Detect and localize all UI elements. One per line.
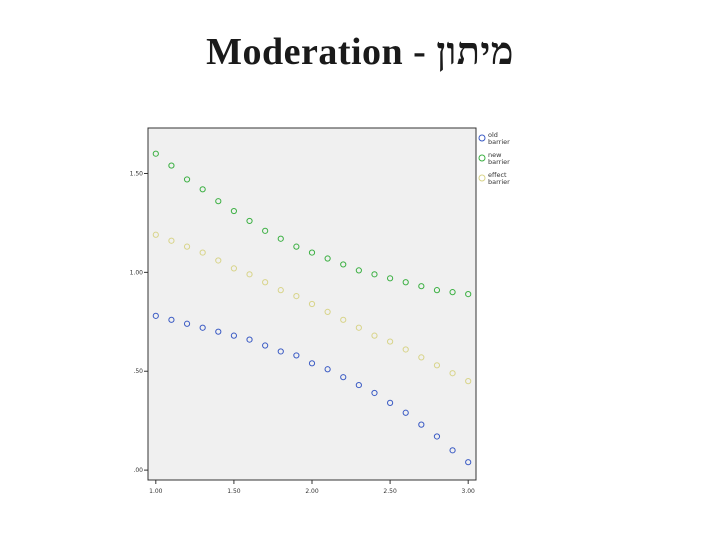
- slide-title: Moderation - מיתון: [206, 31, 514, 73]
- data-point-old-barrier: [293, 352, 300, 359]
- y-tick-label: .50: [133, 368, 143, 375]
- y-tick-label: .00: [133, 467, 143, 474]
- data-point-old-barrier: [355, 381, 362, 389]
- data-point-new-barrier: [371, 271, 378, 278]
- data-point-old-barrier: [168, 316, 175, 323]
- data-point-effect-barrier: [402, 346, 409, 353]
- data-point-old-barrier: [183, 320, 191, 327]
- data-point-old-barrier: [449, 447, 456, 454]
- legend-label-effect-barrier: effect: [488, 171, 507, 179]
- data-point-effect-barrier: [433, 362, 441, 369]
- legend-label-old-barrier-line2: barrier: [488, 138, 510, 146]
- data-point-old-barrier: [246, 336, 253, 343]
- data-point-effect-barrier: [340, 316, 347, 323]
- data-point-effect-barrier: [449, 370, 456, 377]
- data-point-effect-barrier: [293, 292, 300, 300]
- data-point-old-barrier: [324, 366, 331, 373]
- data-point-old-barrier: [215, 328, 222, 335]
- data-point-new-barrier: [418, 283, 425, 290]
- data-point-effect-barrier: [371, 332, 378, 339]
- data-point-new-barrier: [340, 261, 347, 268]
- data-point-effect-barrier: [262, 279, 269, 286]
- data-point-old-barrier: [340, 374, 347, 381]
- legend-marker-new-barrier: [478, 154, 486, 162]
- data-point-new-barrier: [230, 207, 238, 215]
- legend-marker-effect-barrier: [478, 174, 486, 182]
- data-point-new-barrier: [324, 255, 331, 262]
- data-point-old-barrier: [433, 433, 441, 440]
- data-point-new-barrier: [183, 176, 191, 183]
- data-point-effect-barrier: [183, 243, 191, 250]
- y-tick-label: 1.00: [130, 269, 144, 276]
- data-point-old-barrier: [402, 409, 409, 416]
- data-point-new-barrier: [433, 287, 441, 294]
- data-point-effect-barrier: [386, 338, 394, 345]
- data-point-old-barrier: [199, 324, 206, 331]
- data-point-effect-barrier: [230, 265, 238, 272]
- data-point-new-barrier: [246, 217, 253, 225]
- data-point-new-barrier: [199, 186, 206, 193]
- data-point-new-barrier: [293, 243, 300, 250]
- legend-label-old-barrier: old: [488, 131, 498, 139]
- data-point-new-barrier: [215, 198, 222, 205]
- x-tick-label: 1.50: [227, 488, 241, 495]
- data-point-effect-barrier: [418, 354, 425, 361]
- plot-area: [147, 127, 477, 481]
- x-tick-label: 3.00: [462, 488, 476, 495]
- data-point-effect-barrier: [465, 378, 472, 385]
- data-point-effect-barrier: [277, 287, 284, 294]
- legend-label-new-barrier-line2: barrier: [488, 158, 510, 166]
- data-point-old-barrier: [308, 360, 316, 367]
- data-point-effect-barrier: [324, 308, 331, 316]
- legend-marker-old-barrier: [478, 134, 486, 142]
- data-point-new-barrier: [402, 279, 409, 286]
- data-point-new-barrier: [262, 227, 269, 234]
- data-point-old-barrier: [152, 312, 159, 319]
- data-point-effect-barrier: [168, 237, 175, 244]
- data-point-old-barrier: [230, 332, 238, 339]
- legend-label-new-barrier: new: [488, 151, 502, 159]
- data-point-effect-barrier: [246, 271, 253, 278]
- x-tick-label: 2.00: [305, 488, 319, 495]
- data-point-effect-barrier: [152, 231, 159, 238]
- data-point-new-barrier: [355, 267, 362, 274]
- y-tick-label: 1.50: [130, 170, 144, 177]
- data-point-effect-barrier: [199, 249, 206, 256]
- data-point-old-barrier: [418, 421, 425, 428]
- data-point-new-barrier: [449, 289, 456, 296]
- data-point-old-barrier: [386, 399, 394, 406]
- data-point-old-barrier: [465, 459, 472, 466]
- data-point-new-barrier: [465, 291, 472, 298]
- data-point-effect-barrier: [308, 300, 316, 308]
- x-tick-label: 1.00: [149, 488, 163, 495]
- data-point-new-barrier: [308, 249, 316, 256]
- data-point-effect-barrier: [215, 257, 222, 264]
- legend-label-effect-barrier-line2: barrier: [488, 178, 510, 186]
- data-point-old-barrier: [277, 348, 284, 355]
- x-tick-label: 2.50: [383, 488, 397, 495]
- data-point-effect-barrier: [355, 324, 362, 331]
- data-point-new-barrier: [386, 275, 394, 282]
- data-point-new-barrier: [277, 235, 284, 242]
- data-point-old-barrier: [262, 342, 269, 349]
- data-point-old-barrier: [371, 389, 378, 397]
- data-point-new-barrier: [152, 150, 159, 157]
- data-point-new-barrier: [168, 162, 175, 169]
